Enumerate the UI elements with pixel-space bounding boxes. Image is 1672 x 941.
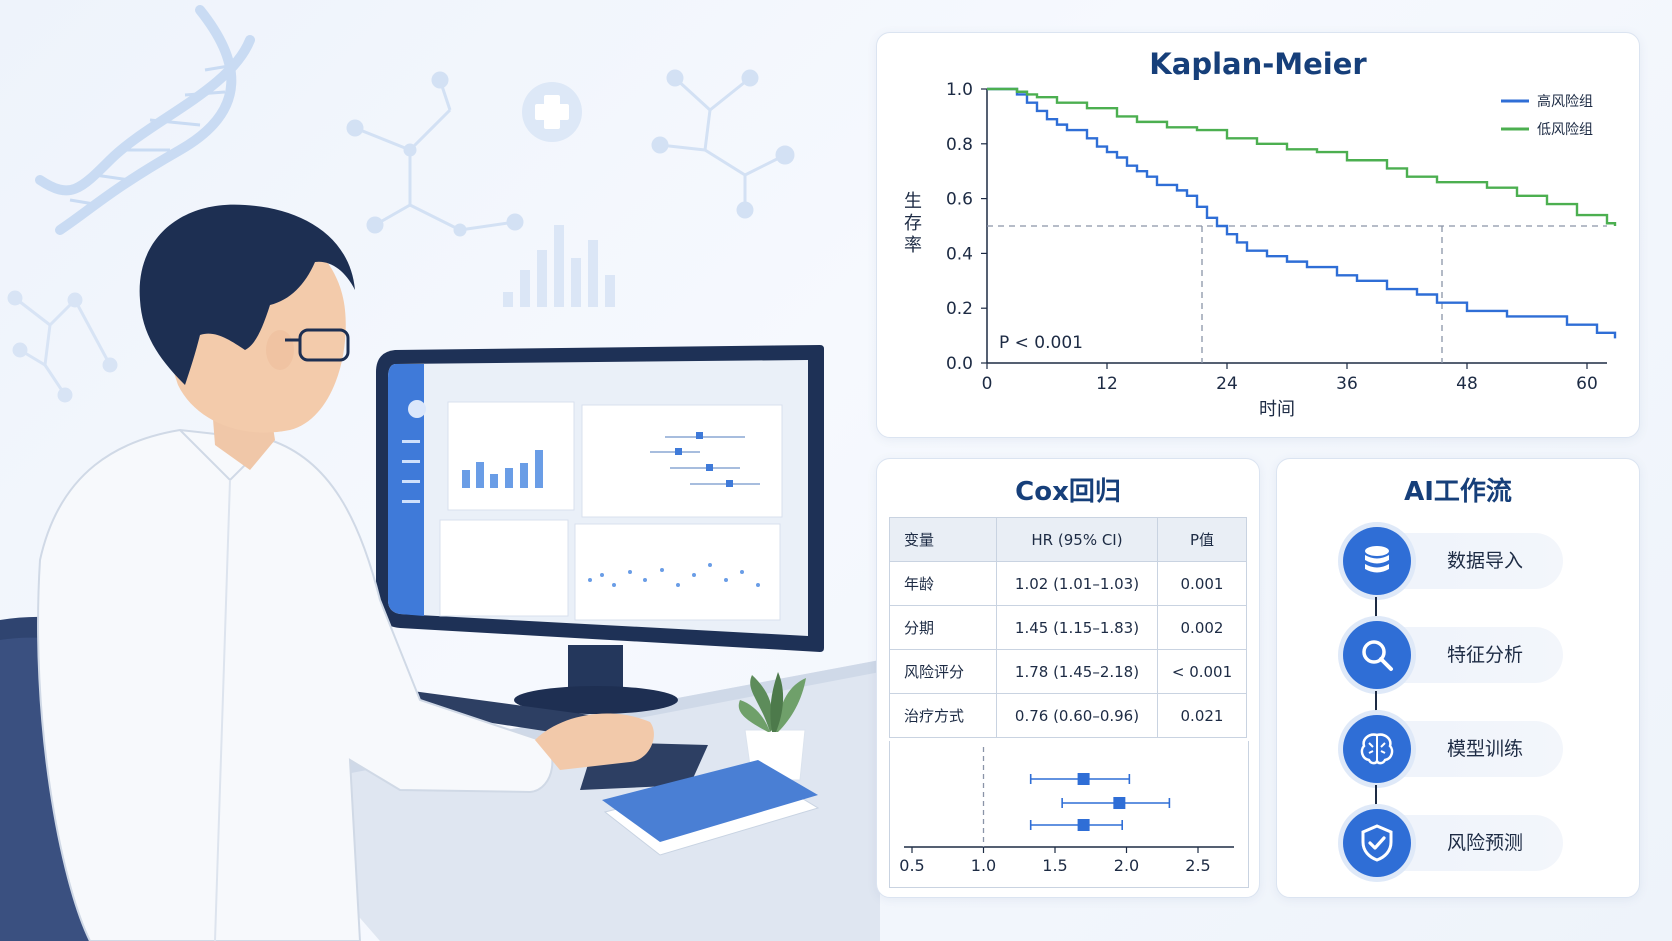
workflow-step-model-training[interactable]: 模型训练 xyxy=(1343,715,1563,783)
brain-icon xyxy=(1343,715,1411,783)
bar-chart-decoration xyxy=(503,225,615,307)
forest-plot: 0.5 1.0 1.5 2.0 2.5 xyxy=(899,747,1234,875)
cox-cell-hr: 1.78 (1.45–2.18) xyxy=(996,649,1158,694)
ai-workflow-title: AI工作流 xyxy=(1404,477,1512,507)
shield-check-icon xyxy=(1343,809,1411,877)
km-chart-title: Kaplan-Meier xyxy=(1149,47,1367,81)
database-icon xyxy=(1343,527,1411,595)
workflow-steps: 数据导入 特征分析 模型训练 xyxy=(1277,513,1639,893)
km-ylabel-char-2: 存 xyxy=(904,213,922,234)
cox-cell-hr: 1.45 (1.15–1.83) xyxy=(996,605,1158,650)
forest-point-estimate xyxy=(1077,773,1090,785)
medical-cross-icon xyxy=(522,82,582,142)
table-row: 治疗方式 0.76 (0.60–0.96) 0.021 xyxy=(889,693,1247,738)
km-y-tick-label: 1.0 xyxy=(946,80,973,100)
molecule-decoration-right xyxy=(651,69,795,219)
forest-point-estimate xyxy=(1077,819,1090,831)
forest-point-estimate xyxy=(1113,797,1126,809)
cox-header-variable: 变量 xyxy=(889,517,997,562)
notebook xyxy=(602,760,820,856)
table-row: 分期 1.45 (1.15–1.83) 0.002 xyxy=(889,605,1247,650)
workflow-step-label: 数据导入 xyxy=(1447,550,1524,572)
magnifier-icon xyxy=(1343,621,1411,689)
dna-helix-decoration xyxy=(35,5,255,235)
km-series-high-risk xyxy=(987,87,1617,339)
km-x-tick-label: 12 xyxy=(1096,374,1118,394)
forest-x-tick-label: 2.0 xyxy=(1114,856,1139,875)
cox-cell-variable: 风险评分 xyxy=(889,649,997,694)
legend-label-low: 低风险组 xyxy=(1537,122,1593,138)
kaplan-meier-panel: Kaplan-Meier 0 12 24 36 48 60 0.0 0.2 0.4 0.6 0.8 1… xyxy=(876,32,1640,438)
cox-table: 变量 HR (95% CI) P值 年龄 1.02 (1.01–1.03) 0.… xyxy=(889,517,1247,738)
workflow-step-risk-prediction[interactable]: 风险预测 xyxy=(1343,809,1563,877)
forest-x-tick-label: 0.5 xyxy=(899,856,924,875)
cox-cell-p: 0.002 xyxy=(1157,605,1247,650)
cox-cell-hr: 0.76 (0.60–0.96) xyxy=(996,693,1158,738)
km-x-tick-label: 48 xyxy=(1456,374,1478,394)
cox-cell-variable: 治疗方式 xyxy=(889,693,997,738)
workflow-step-label: 模型训练 xyxy=(1447,738,1524,760)
km-chart: 0 12 24 36 48 60 0.0 0.2 0.4 0.6 0.8 1.0 生 存 率 时间 P… xyxy=(904,80,1617,420)
flow-arrow-icon xyxy=(1370,785,1382,813)
forest-plot-box: 0.5 1.0 1.5 2.0 2.5 xyxy=(889,741,1249,888)
workflow-step-feature-analysis[interactable]: 特征分析 xyxy=(1343,621,1563,689)
cox-cell-variable: 分期 xyxy=(889,605,997,650)
forest-x-tick-label: 1.0 xyxy=(971,856,996,875)
cox-title: Cox回归 xyxy=(1015,477,1121,507)
km-y-tick-label: 0.8 xyxy=(946,135,973,155)
ai-workflow-panel: AI工作流 数据导入 特征分析 xyxy=(1276,458,1640,898)
forest-x-tick-label: 1.5 xyxy=(1042,856,1067,875)
cox-cell-hr: 1.02 (1.01–1.03) xyxy=(996,561,1158,606)
cox-header-p: P值 xyxy=(1157,517,1247,562)
flow-arrow-icon xyxy=(1370,691,1382,719)
km-ylabel-char-3: 率 xyxy=(904,235,922,256)
km-y-tick-label: 0.0 xyxy=(946,354,973,374)
scientist-illustration xyxy=(0,5,880,941)
legend-label-high: 高风险组 xyxy=(1537,93,1593,110)
molecule-decoration xyxy=(346,71,524,237)
flow-arrow-icon xyxy=(1370,597,1382,625)
km-x-tick-label: 0 xyxy=(982,374,993,394)
km-legend: 高风险组 低风险组 xyxy=(1501,93,1593,138)
cox-cell-p: < 0.001 xyxy=(1157,649,1247,694)
km-y-tick-label: 0.4 xyxy=(946,244,973,264)
km-xlabel: 时间 xyxy=(1259,399,1295,420)
workflow-step-data-import[interactable]: 数据导入 xyxy=(1343,527,1563,595)
cox-regression-panel: Cox回归 变量 HR (95% CI) P值 年龄 1.02 (1.01–1.… xyxy=(876,458,1260,898)
cox-cell-p: 0.001 xyxy=(1157,561,1247,606)
cox-cell-variable: 年龄 xyxy=(889,561,997,606)
cox-cell-p: 0.021 xyxy=(1157,693,1247,738)
workflow-step-label: 风险预测 xyxy=(1447,832,1524,854)
scientist-figure xyxy=(37,204,654,941)
forest-x-tick-label: 2.5 xyxy=(1185,856,1210,875)
workflow-step-label: 特征分析 xyxy=(1447,644,1524,666)
km-y-tick-label: 0.6 xyxy=(946,190,973,210)
km-x-tick-label: 36 xyxy=(1336,374,1358,394)
km-series-low-risk xyxy=(987,87,1617,226)
cox-header-hr: HR (95% CI) xyxy=(996,517,1158,562)
table-row: 年龄 1.02 (1.01–1.03) 0.001 xyxy=(889,561,1247,606)
km-y-tick-label: 0.2 xyxy=(946,299,973,319)
km-x-tick-label: 24 xyxy=(1216,374,1238,394)
table-row: 风险评分 1.78 (1.45–2.18) < 0.001 xyxy=(889,649,1247,694)
computer-monitor xyxy=(376,345,824,714)
cox-header-row: 变量 HR (95% CI) P值 xyxy=(889,517,1247,562)
molecule-decoration-left xyxy=(7,290,118,403)
km-x-tick-label: 60 xyxy=(1576,374,1598,394)
km-ylabel-char-1: 生 xyxy=(904,191,922,212)
km-pvalue: P < 0.001 xyxy=(999,333,1083,353)
